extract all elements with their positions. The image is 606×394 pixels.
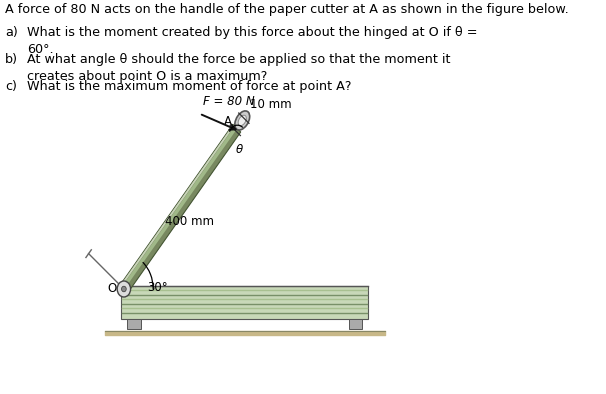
Polygon shape bbox=[120, 124, 241, 293]
Polygon shape bbox=[349, 319, 362, 329]
Text: A force of 80 N acts on the handle of the paper cutter at A as shown in the figu: A force of 80 N acts on the handle of th… bbox=[5, 3, 569, 16]
Ellipse shape bbox=[238, 115, 246, 126]
Polygon shape bbox=[121, 286, 368, 319]
Text: 400 mm: 400 mm bbox=[165, 215, 215, 228]
Ellipse shape bbox=[235, 111, 250, 130]
Text: 10 mm: 10 mm bbox=[250, 98, 291, 111]
Text: a): a) bbox=[5, 26, 18, 39]
Text: b): b) bbox=[5, 53, 18, 66]
Circle shape bbox=[122, 286, 126, 292]
Polygon shape bbox=[120, 125, 235, 287]
Text: c): c) bbox=[5, 80, 17, 93]
Text: F = 80 N: F = 80 N bbox=[204, 95, 255, 108]
Circle shape bbox=[117, 281, 130, 297]
Text: A: A bbox=[224, 115, 232, 128]
Text: What is the maximum moment of force at point A?: What is the maximum moment of force at p… bbox=[27, 80, 351, 93]
Polygon shape bbox=[127, 319, 141, 329]
Text: O: O bbox=[107, 281, 117, 294]
Text: What is the moment created by this force about the hinged at O if θ =
60°.: What is the moment created by this force… bbox=[27, 26, 478, 56]
Text: θ: θ bbox=[236, 143, 242, 156]
Polygon shape bbox=[122, 126, 238, 289]
Text: At what angle θ should the force be applied so that the moment it
creates about : At what angle θ should the force be appl… bbox=[27, 53, 450, 83]
Text: 30°: 30° bbox=[147, 281, 168, 294]
